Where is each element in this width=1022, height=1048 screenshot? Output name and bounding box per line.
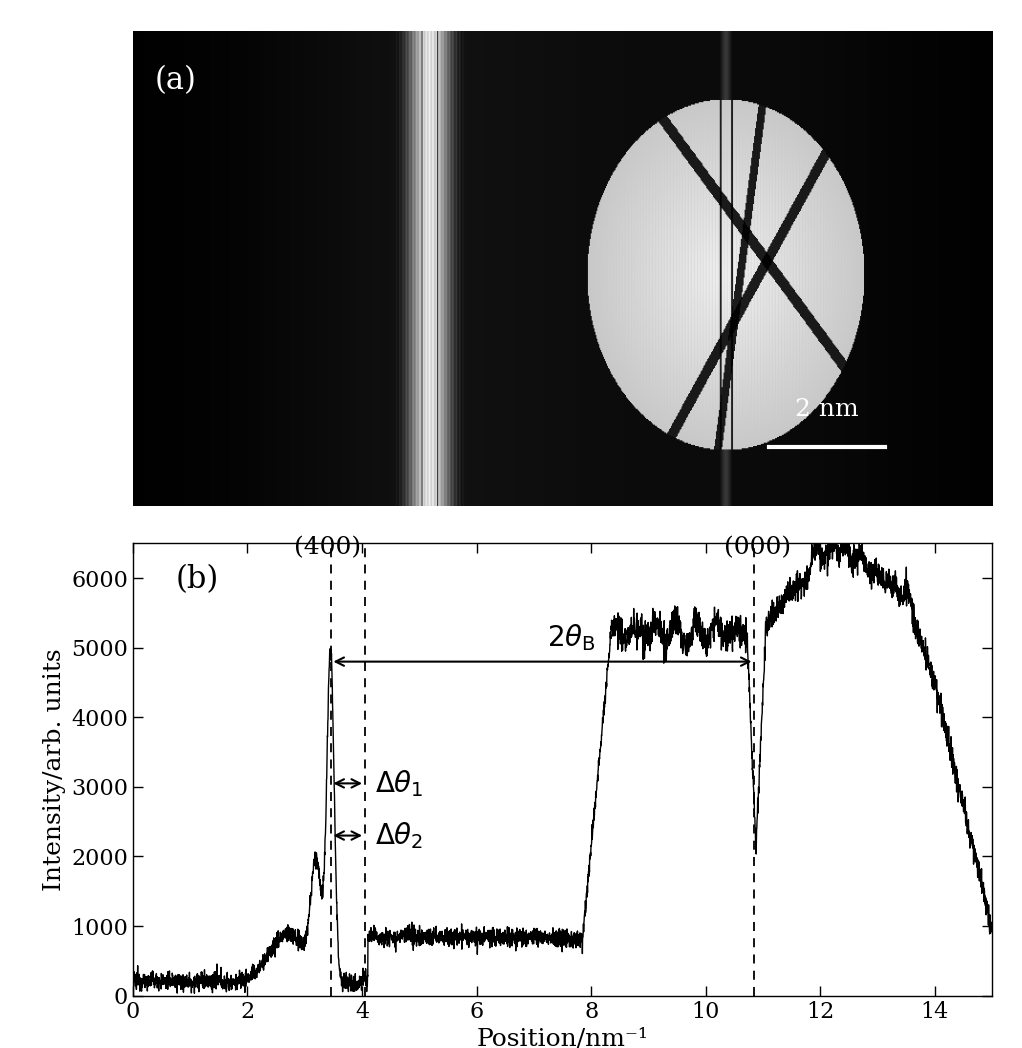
Text: 2 nm: 2 nm — [794, 398, 857, 421]
Y-axis label: Intensity/arb. units: Intensity/arb. units — [43, 648, 65, 891]
Text: $2\theta_{\mathrm{B}}$: $2\theta_{\mathrm{B}}$ — [547, 623, 595, 653]
Text: (b): (b) — [176, 564, 219, 594]
Text: $\Delta\theta_2$: $\Delta\theta_2$ — [375, 821, 423, 851]
Text: (000): (000) — [724, 536, 790, 559]
X-axis label: Position/nm⁻¹: Position/nm⁻¹ — [476, 1028, 648, 1048]
Text: (a): (a) — [154, 65, 196, 95]
Text: (400): (400) — [294, 536, 361, 559]
Text: $\Delta\theta_1$: $\Delta\theta_1$ — [375, 768, 423, 799]
